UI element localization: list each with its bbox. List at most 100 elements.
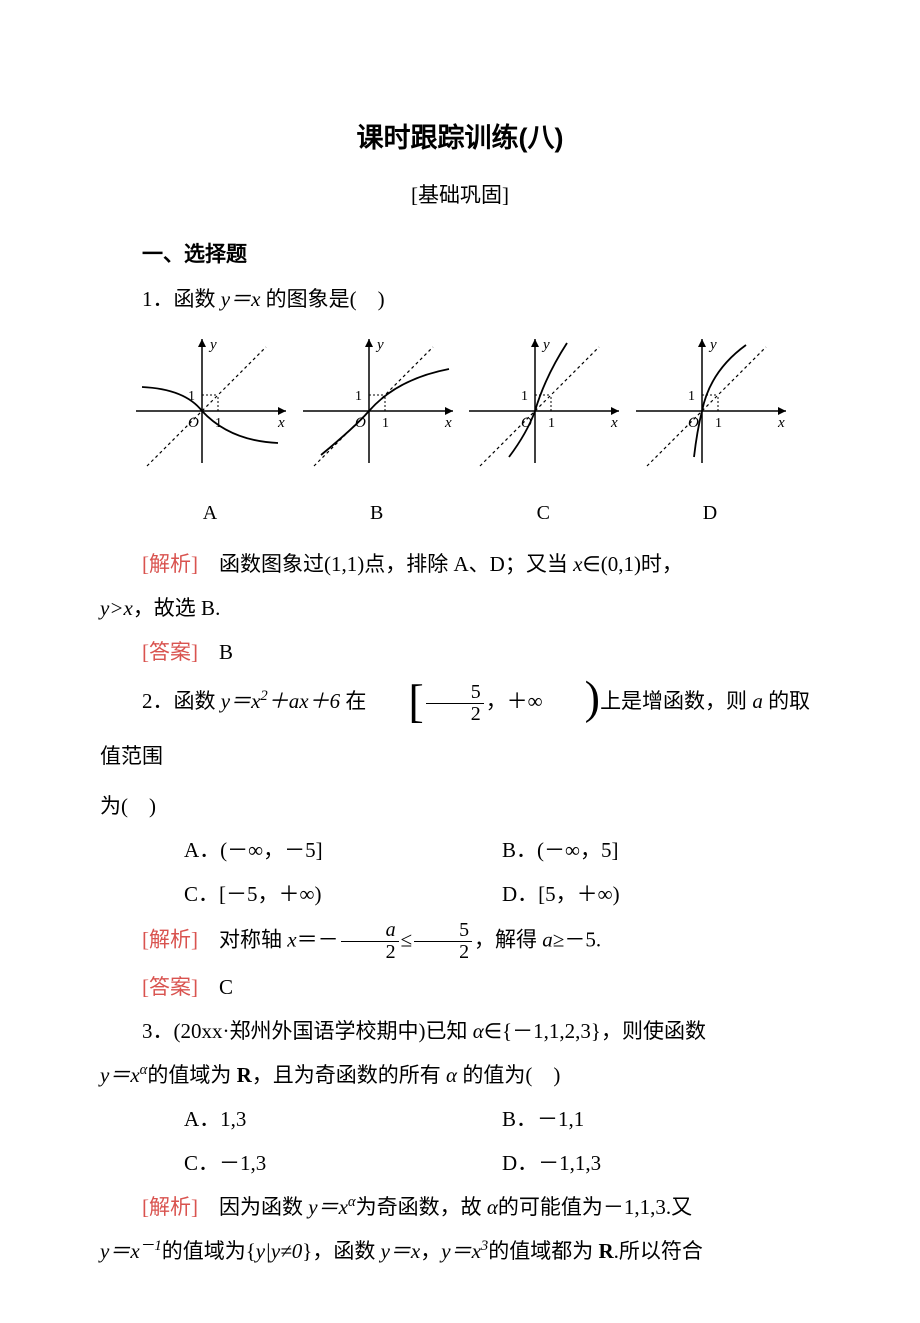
q3-2b: 的值域为 [147, 1063, 236, 1087]
q3-b: ∈{－1,1,2,3}，则使函数 [484, 1019, 706, 1043]
q2-stem-line2: 为( ) [100, 784, 820, 828]
q3-an-1: 因为函数 [198, 1195, 308, 1219]
q1-graph-A: yxO11 [130, 331, 290, 486]
q1-analysis-line2: y>x，故选 B. [100, 586, 820, 630]
q2-answer-val: C [198, 975, 233, 999]
q3-an2-set: y|y≠0 [256, 1239, 302, 1263]
q1-answer-val: B [198, 640, 233, 664]
q2-an-2: ，解得 [474, 927, 542, 951]
q3-a: 3．(20xx·郑州外国语学校期中)已知 [142, 1019, 473, 1043]
q1-an-2: ∈(0,1)时， [582, 552, 683, 576]
q3-alpha: α [473, 1019, 484, 1043]
q2-d: 上是增函数，则 [600, 689, 752, 713]
svg-text:1: 1 [355, 389, 362, 404]
svg-text:x: x [777, 415, 785, 431]
q3-stem-line2: y＝xα的值域为 R，且为奇函数的所有 α 的值为( ) [100, 1053, 820, 1097]
q3-R2: R [599, 1239, 614, 1263]
q1-graphs: yxO11 yxO11 yxO11 yxO11 [130, 331, 790, 486]
q1-label-A: A [130, 492, 290, 534]
q2-sym-x: x [287, 927, 296, 951]
q1-text-a: 1．函数 [142, 287, 221, 311]
q2-answer: [答案] C [100, 965, 820, 1009]
analysis-label: [解析] [142, 552, 198, 576]
q3-stem-line1: 3．(20xx·郑州外国语学校期中)已知 α∈{－1,1,2,3}，则使函数 [100, 1009, 820, 1053]
q2-stem-line1: 2．函数 y＝x2＋ax＋6 在[52，＋∞)上是增函数，则 a 的取值范围 [100, 674, 820, 783]
svg-text:y: y [541, 337, 550, 353]
q2-frac: 52 [426, 682, 484, 725]
q1-label-B: B [297, 492, 457, 534]
svg-text:x: x [277, 415, 285, 431]
q2-frac-den: 2 [426, 703, 484, 725]
q2-eq: y＝x2＋ax＋6 [221, 689, 340, 713]
q3-an-4: 的可能值为－1,1,3.又 [498, 1195, 692, 1219]
q1-an-x: x [573, 552, 582, 576]
q2-f2-num: 5 [414, 920, 472, 941]
svg-text:y: y [375, 337, 384, 353]
q3-an2-a: 的值域为{ [162, 1239, 256, 1263]
svg-text:1: 1 [521, 389, 528, 404]
answer-label: [答案] [142, 975, 198, 999]
q3-options: A．1,3 B．－1,1 C．－1,3 D．－1,1,3 [100, 1097, 820, 1185]
page-subtitle: [基础巩固] [100, 173, 820, 217]
q3-option-C: C．－1,3 [184, 1141, 502, 1185]
q2-an-3: ≥－5. [553, 927, 601, 951]
section-heading: 一、选择题 [100, 233, 820, 277]
q3-an2-d: 的值域都为 [488, 1239, 598, 1263]
q2-frac2: 52 [414, 920, 472, 963]
q1-label-C: C [463, 492, 623, 534]
q2-f2-den: 2 [414, 941, 472, 963]
q3-option-A: A．1,3 [184, 1097, 502, 1141]
q3-an-alpha: α [487, 1195, 498, 1219]
q2-analysis: [解析] 对称轴 x＝－a2≤52，解得 a≥－5. [100, 920, 820, 963]
q2-f1-den: 2 [341, 941, 399, 963]
svg-text:1: 1 [215, 416, 222, 431]
q3-an2-b: }，函数 [302, 1239, 380, 1263]
q2-option-C: C．[－5，＋∞) [184, 872, 502, 916]
q1-an-yx: y>x [100, 596, 133, 620]
q1-an-1: 函数图象过(1,1)点，排除 A、D；又当 [198, 552, 573, 576]
q2-b: 在 [340, 689, 366, 713]
q2-frac1: a2 [341, 920, 399, 963]
q3-R: R [237, 1063, 252, 1087]
page-title: 课时跟踪训练(八) [100, 110, 820, 167]
q3-an2-e: .所以符合 [614, 1239, 703, 1263]
q2-frac-num: 5 [426, 682, 484, 703]
q3-alpha2: α [446, 1063, 457, 1087]
q3-an2-c: ， [420, 1239, 441, 1263]
q2-a: 2．函数 [142, 689, 221, 713]
svg-text:1: 1 [548, 416, 555, 431]
q1-eq: y＝x [221, 287, 261, 311]
q2-sym-eq: ＝－ [297, 927, 339, 951]
q2-e: a [752, 689, 763, 713]
svg-text:y: y [708, 337, 717, 353]
svg-text:1: 1 [188, 389, 195, 404]
svg-text:O: O [688, 415, 699, 431]
q3-an-eq1: y＝xα [308, 1195, 355, 1219]
q3-analysis-line1: [解析] 因为函数 y＝xα为奇函数，故 α的可能值为－1,1,3.又 [100, 1185, 820, 1229]
q3-analysis-line2: y＝x－1的值域为{y|y≠0}，函数 y＝x，y＝x3的值域都为 R.所以符合 [100, 1229, 820, 1273]
answer-label: [答案] [142, 640, 198, 664]
q2-f1-num: a [341, 920, 399, 941]
q1-label-D: D [630, 492, 790, 534]
svg-text:1: 1 [715, 416, 722, 431]
q2-options: A．(－∞，－5] B．(－∞，5] C．[－5，＋∞) D．[5，＋∞) [100, 828, 820, 916]
q3-an2-eq3: y＝x3 [441, 1239, 488, 1263]
q1-analysis-line1: [解析] 函数图象过(1,1)点，排除 A、D；又当 x∈(0,1)时， [100, 542, 820, 586]
svg-text:x: x [610, 415, 618, 431]
q1-answer: [答案] B [100, 630, 820, 674]
q2-an-a: a [542, 927, 553, 951]
q1-graph-labels: A B C D [130, 492, 790, 534]
q1-graph-C: yxO11 [463, 331, 623, 486]
q2-option-A: A．(－∞，－5] [184, 828, 502, 872]
svg-text:1: 1 [382, 416, 389, 431]
q3-option-D: D．－1,1,3 [502, 1141, 820, 1185]
q2-c: ，＋∞ [486, 689, 543, 713]
svg-text:O: O [355, 415, 366, 431]
svg-text:y: y [208, 337, 217, 353]
analysis-label: [解析] [142, 927, 198, 951]
svg-text:x: x [444, 415, 452, 431]
q2-option-B: B．(－∞，5] [502, 828, 820, 872]
q3-an2-eq1: y＝x－1 [100, 1239, 162, 1263]
q3-eq: y＝xα [100, 1063, 147, 1087]
q2-sym-le: ≤ [401, 927, 413, 951]
